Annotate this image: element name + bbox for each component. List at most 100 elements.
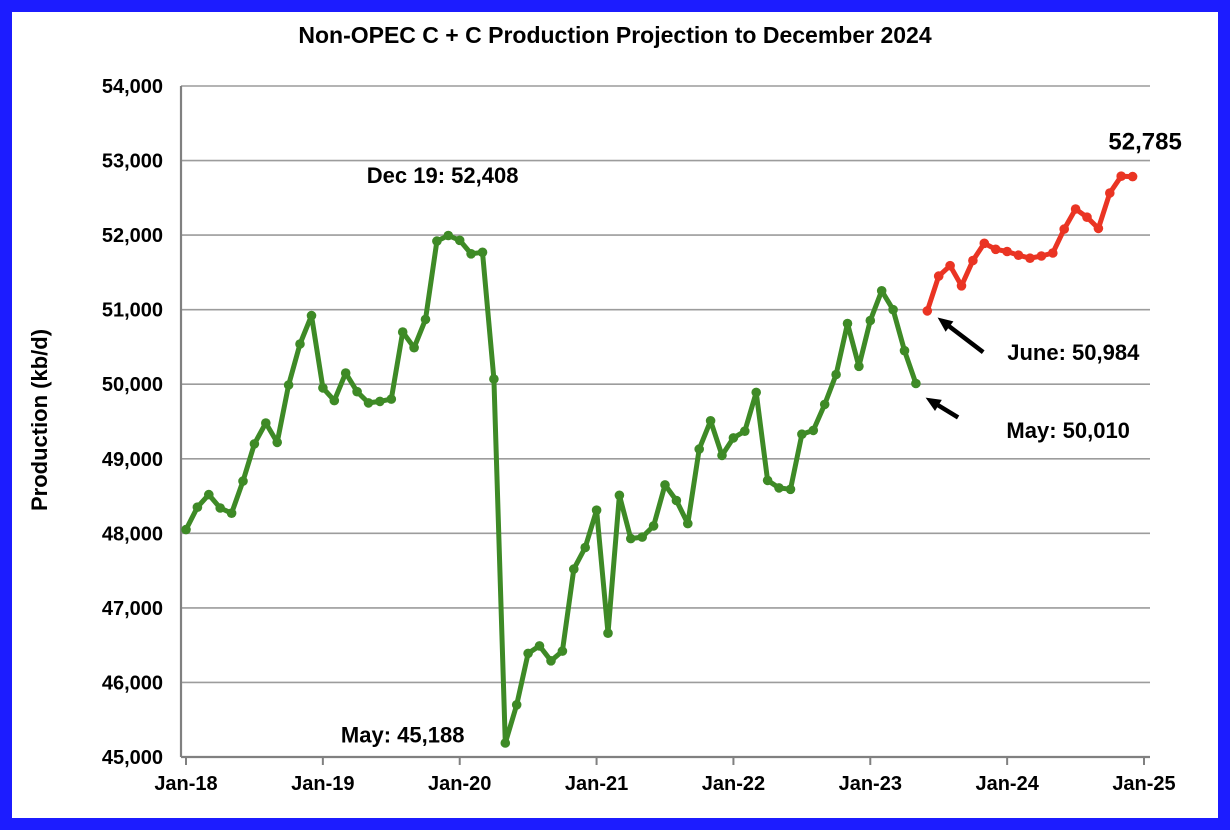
- x-tick-label: Jan-21: [565, 773, 628, 795]
- historical-data-point: [580, 542, 590, 553]
- historical-data-point: [272, 437, 283, 448]
- historical-data-point: [591, 505, 602, 515]
- historical-data-point: [899, 345, 910, 356]
- historical-data-point: [397, 327, 408, 337]
- x-tick-label: Jan-18: [154, 773, 217, 795]
- y-tick-label: 45,000: [102, 747, 163, 769]
- historical-data-point: [306, 310, 317, 321]
- peak-2019-annotation: Dec 19: 52,408: [367, 163, 519, 188]
- projection-data-point: [945, 260, 955, 271]
- annotation-arrow-shaft: [934, 401, 960, 420]
- projection-data-point: [1082, 212, 1092, 222]
- historical-data-point: [283, 380, 294, 390]
- x-tick-label: Jan-20: [428, 773, 491, 795]
- historical-data-point: [329, 395, 340, 406]
- projection-end-annotation: 52,785: [1108, 129, 1181, 156]
- historical-data-point: [854, 361, 864, 372]
- annotation-arrow-head: [937, 317, 954, 332]
- historical-data-point: [785, 484, 796, 495]
- historical-data-point: [375, 396, 385, 407]
- projection-data-point: [1127, 171, 1138, 182]
- y-tick-label: 50,000: [102, 374, 163, 396]
- projection-data-point: [1002, 246, 1012, 257]
- historical-data-point: [762, 475, 773, 486]
- projection-data-point: [1013, 250, 1024, 260]
- projection-data-point: [1059, 224, 1069, 234]
- projection-data-point: [1025, 253, 1035, 263]
- historical-data-point: [740, 426, 750, 437]
- historical-data-point: [911, 378, 921, 389]
- historical-data-point: [420, 314, 431, 325]
- historical-data-point: [648, 521, 659, 531]
- historical-data-point: [215, 503, 225, 513]
- projection-data-point: [968, 255, 978, 266]
- historical-data-point: [489, 374, 499, 384]
- historical-data-point: [318, 383, 328, 393]
- projection-series-line: [924, 173, 1136, 314]
- historical-data-point: [466, 249, 476, 259]
- historical-data-point: [865, 315, 876, 326]
- historical-data-point: [888, 304, 898, 315]
- historical-data-point: [477, 247, 488, 258]
- trough-2020-annotation: May: 45,188: [341, 722, 465, 747]
- historical-data-point: [694, 444, 704, 454]
- historical-data-point: [226, 508, 237, 518]
- historical-data-point: [751, 387, 761, 398]
- historical-data-point: [842, 318, 853, 329]
- historical-data-point: [454, 235, 465, 246]
- historical-data-point: [660, 480, 670, 490]
- x-tick-label: Jan-24: [975, 773, 1039, 795]
- historical-data-point: [876, 286, 887, 296]
- chart-title: Non-OPEC C + C Production Projection to …: [298, 22, 932, 48]
- historical-data-point: [819, 399, 830, 410]
- annotation-arrow-shaft: [945, 322, 985, 354]
- historical-data-point: [683, 518, 693, 529]
- projection-data-point: [979, 238, 990, 249]
- y-tick-label: 51,000: [102, 300, 163, 322]
- projection-data-point: [956, 281, 967, 291]
- historical-data-point: [808, 425, 819, 436]
- historical-data-point: [204, 489, 214, 500]
- historical-data-point: [637, 532, 647, 542]
- x-tick-label: Jan-19: [291, 773, 354, 795]
- historical-data-point: [340, 368, 351, 378]
- projection-data-point: [1036, 251, 1047, 261]
- historical-data-point: [511, 700, 522, 710]
- historical-data-point: [603, 628, 613, 638]
- historical-data-point: [295, 339, 305, 349]
- y-tick-label: 54,000: [102, 76, 163, 98]
- historical-data-point: [705, 416, 716, 426]
- projection-data-point: [1105, 188, 1115, 198]
- historical-data-point: [728, 433, 739, 443]
- historical-data-point: [238, 476, 248, 486]
- x-tick-label: Jan-25: [1112, 773, 1175, 795]
- historical-data-point: [717, 450, 727, 461]
- y-tick-label: 49,000: [102, 449, 163, 471]
- historical-data-point: [386, 394, 397, 404]
- y-tick-label: 48,000: [102, 523, 163, 545]
- historical-data-point: [671, 495, 682, 506]
- historical-data-point: [443, 230, 454, 241]
- projection-data-point: [1070, 204, 1081, 214]
- projection-data-point: [1048, 248, 1058, 258]
- historical-data-point: [352, 386, 362, 397]
- historical-data-point: [831, 369, 841, 380]
- historical-data-point: [261, 418, 271, 428]
- historical-data-point: [249, 439, 260, 449]
- historical-data-point: [557, 646, 568, 656]
- historical-series-line: [183, 233, 919, 746]
- historical-data-point: [181, 524, 191, 535]
- x-tick-label: Jan-23: [839, 773, 902, 795]
- historical-data-point: [363, 398, 374, 408]
- historical-data-point: [774, 483, 784, 493]
- historical-data-point: [409, 342, 419, 353]
- x-tick-label: Jan-22: [702, 773, 765, 795]
- y-tick-label: 46,000: [102, 672, 163, 694]
- projection-start-annotation: June: 50,984: [1007, 340, 1140, 365]
- projection-data-point: [990, 244, 1001, 255]
- historical-data-point: [192, 502, 203, 512]
- last-actual-annotation: May: 50,010: [1006, 418, 1130, 443]
- historical-data-point: [523, 648, 533, 659]
